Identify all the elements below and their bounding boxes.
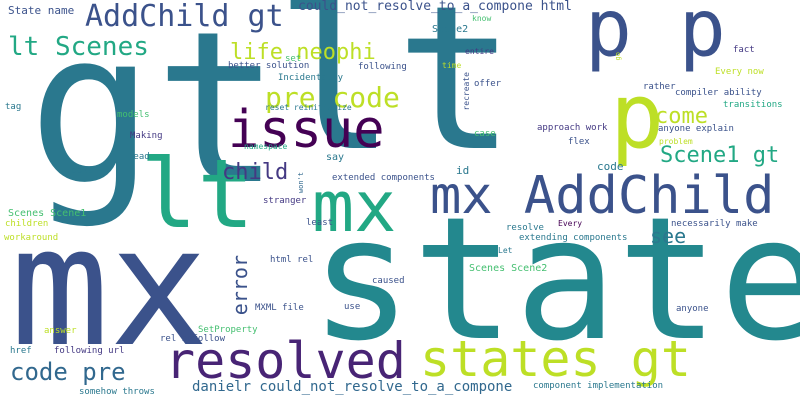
word-setproperty: SetProperty (198, 325, 258, 335)
word-stranger: stranger (263, 196, 307, 206)
word-p: p (610, 64, 665, 169)
word-resolved: resolved (165, 332, 406, 390)
word-workaround: workaround (4, 233, 59, 243)
word-child: child (222, 160, 289, 185)
word-addchild-gt: AddChild gt (85, 0, 284, 34)
word-component-implementation: component implementation (533, 381, 664, 391)
word-wont: won't (297, 172, 305, 194)
word-html-rel: html rel (270, 255, 314, 265)
word-scene1-gt: Scene1 gt (660, 143, 780, 168)
word-issue: issue (228, 100, 385, 160)
word-scenes-scene1: Scenes Scene1 (8, 208, 87, 219)
word-read: read (128, 152, 150, 162)
word-necessarily-make: necessarily make (671, 219, 758, 229)
word-mx: mx (10, 191, 209, 383)
word-somehow-throws: somehow throws (79, 387, 155, 397)
word-could-not-resolve-html: could_not_resolve_to_a_compone html (298, 0, 572, 14)
word-state: state (310, 181, 800, 379)
word-scene2: Scene2 (432, 24, 469, 35)
word-state-name: State name (8, 4, 75, 17)
word-pre-code: pre code (265, 81, 400, 114)
word-following: following (358, 62, 407, 72)
word-anyone: anyone (676, 304, 709, 314)
word-namespace: namespace (244, 142, 288, 151)
word-gt: gt (28, 0, 281, 231)
word-transitions: transitions (723, 100, 783, 110)
word-recreate: recreate (462, 72, 471, 111)
word-lt-green: lt (140, 140, 255, 250)
word-following-url: following url (54, 346, 125, 356)
word-lt-scenes: lt Scenes (8, 32, 149, 62)
word-reset-reinitialize: reset reinitialize (265, 103, 352, 112)
word-models: models (117, 110, 150, 120)
word-danielr-could-not-resolve: danielr could_not_resolve_to_a_compone (192, 379, 513, 395)
word-caused: caused (372, 276, 405, 286)
word-life-neophi: life neophi (230, 40, 376, 65)
word-incidentally: Incidentally (278, 73, 344, 83)
word-see: see (650, 224, 687, 248)
word-tag: tag (5, 102, 22, 112)
word-offer: offer (474, 79, 502, 89)
word-p-p: p p (585, 0, 726, 74)
word-every-now: Every now (715, 67, 764, 77)
word-approach-work: approach work (537, 123, 608, 133)
word-go: go (614, 52, 622, 61)
word-looks: looks (66, 166, 94, 176)
word-href: href (10, 346, 32, 356)
word-entire: entire (465, 47, 494, 56)
word-children: children (5, 219, 49, 229)
word-error: error (228, 255, 252, 316)
word-problem: problem (659, 137, 693, 146)
word-know: know (472, 14, 492, 23)
word-rel-nofollow: rel nofollow (160, 334, 226, 344)
word-fact: fact (733, 45, 755, 55)
word-mx-addchild: mx AddChild (430, 166, 775, 226)
word-code: code (597, 160, 624, 173)
word-case: case (474, 129, 496, 139)
word-flex: flex (568, 137, 590, 147)
word-better-solution: better solution (228, 61, 310, 71)
word-time: time (442, 61, 462, 70)
word-use: use (344, 302, 361, 312)
word-least: least (306, 218, 334, 228)
word-lt: lt (275, 0, 516, 196)
word-let: Let (498, 246, 513, 255)
word-rather: rather (643, 82, 676, 92)
word-say: say (326, 152, 345, 163)
word-making: Making (130, 131, 163, 141)
word-anyone-explain: anyone explain (658, 124, 734, 134)
word-code-pre: code pre (10, 358, 126, 386)
word-resolve: resolve (506, 223, 544, 233)
word-set: set (285, 54, 302, 64)
word-every: Every (558, 219, 583, 228)
word-mx-green: mx (312, 166, 397, 248)
word-compiler-ability: compiler ability (675, 88, 762, 98)
word-states-gt: states gt (420, 330, 691, 388)
word-come: come (655, 104, 708, 129)
word-mxml-file: MXML file (255, 303, 304, 313)
word-answer: answer (44, 326, 77, 336)
word-scenes-scene2: Scenes Scene2 (469, 263, 548, 274)
word-extended-components: extended components (332, 173, 435, 183)
word-id: id (456, 164, 470, 177)
word-extending-components: extending components (519, 233, 628, 243)
